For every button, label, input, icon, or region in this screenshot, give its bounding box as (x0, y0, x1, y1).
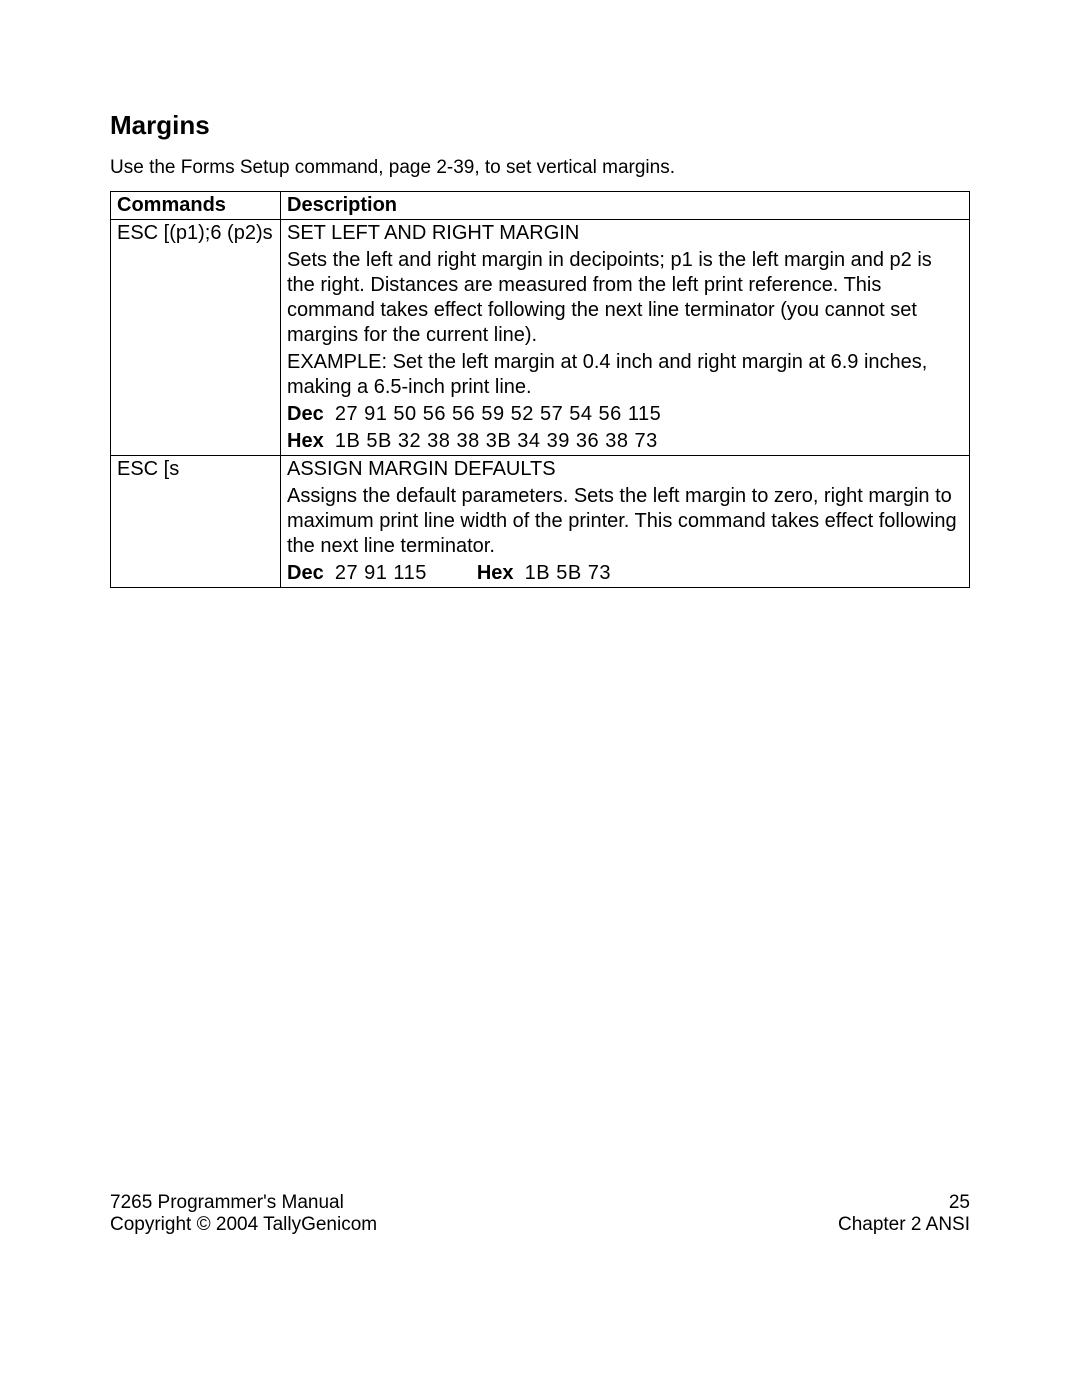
dec-values: 27 91 115 (335, 562, 427, 584)
hex-values: 1B 5B 73 (525, 562, 611, 584)
document-page: Margins Use the Forms Setup command, pag… (0, 0, 1080, 1397)
table-row: Assigns the default parameters. Sets the… (111, 483, 970, 560)
hex-codes: Hex 1B 5B 32 38 38 3B 34 39 36 38 73 (281, 428, 970, 456)
hex-values: 1B 5B 32 38 38 3B 34 39 36 38 73 (335, 430, 658, 452)
col-header-description: Description (281, 192, 970, 220)
command-cell-empty (111, 483, 281, 560)
dec-codes: Dec 27 91 50 56 56 59 52 57 54 56 115 (281, 401, 970, 428)
footer-manual: 7265 Programmer's Manual (110, 1192, 344, 1214)
table-row: ESC [(p1);6 (p2)s SET LEFT AND RIGHT MAR… (111, 220, 970, 248)
table-row: EXAMPLE: Set the left margin at 0.4 inch… (111, 349, 970, 401)
table-row: Dec 27 91 115 Hex 1B 5B 73 (111, 560, 970, 588)
table-row: Dec 27 91 50 56 56 59 52 57 54 56 115 (111, 401, 970, 428)
dec-label: Dec (287, 403, 324, 425)
command-cell: ESC [s (111, 456, 281, 484)
command-cell-empty (111, 349, 281, 401)
command-cell: ESC [(p1);6 (p2)s (111, 220, 281, 248)
footer-copyright: Copyright © 2004 TallyGenicom (110, 1214, 377, 1236)
section-title: Margins (110, 110, 970, 141)
dec-label: Dec (287, 562, 324, 584)
command-description: Sets the left and right margin in decipo… (281, 247, 970, 349)
footer-chapter: Chapter 2 ANSI (838, 1214, 970, 1236)
table-header-row: Commands Description (111, 192, 970, 220)
command-title: SET LEFT AND RIGHT MARGIN (281, 220, 970, 248)
command-description: Assigns the default parameters. Sets the… (281, 483, 970, 560)
command-cell-empty (111, 428, 281, 456)
table-row: ESC [s ASSIGN MARGIN DEFAULTS (111, 456, 970, 484)
dec-values: 27 91 50 56 56 59 52 57 54 56 115 (335, 403, 661, 425)
table-row: Sets the left and right margin in decipo… (111, 247, 970, 349)
command-cell-empty (111, 401, 281, 428)
command-example: EXAMPLE: Set the left margin at 0.4 inch… (281, 349, 970, 401)
command-cell-empty (111, 560, 281, 588)
footer-page-num: 25 (949, 1192, 970, 1214)
dec-hex-codes: Dec 27 91 115 Hex 1B 5B 73 (281, 560, 970, 588)
intro-text: Use the Forms Setup command, page 2-39, … (110, 157, 970, 179)
commands-table: Commands Description ESC [(p1);6 (p2)s S… (110, 191, 970, 588)
hex-label: Hex (287, 430, 324, 452)
command-title: ASSIGN MARGIN DEFAULTS (281, 456, 970, 484)
table-row: Hex 1B 5B 32 38 38 3B 34 39 36 38 73 (111, 428, 970, 456)
hex-label: Hex (477, 562, 514, 584)
col-header-commands: Commands (111, 192, 281, 220)
command-cell-empty (111, 247, 281, 349)
